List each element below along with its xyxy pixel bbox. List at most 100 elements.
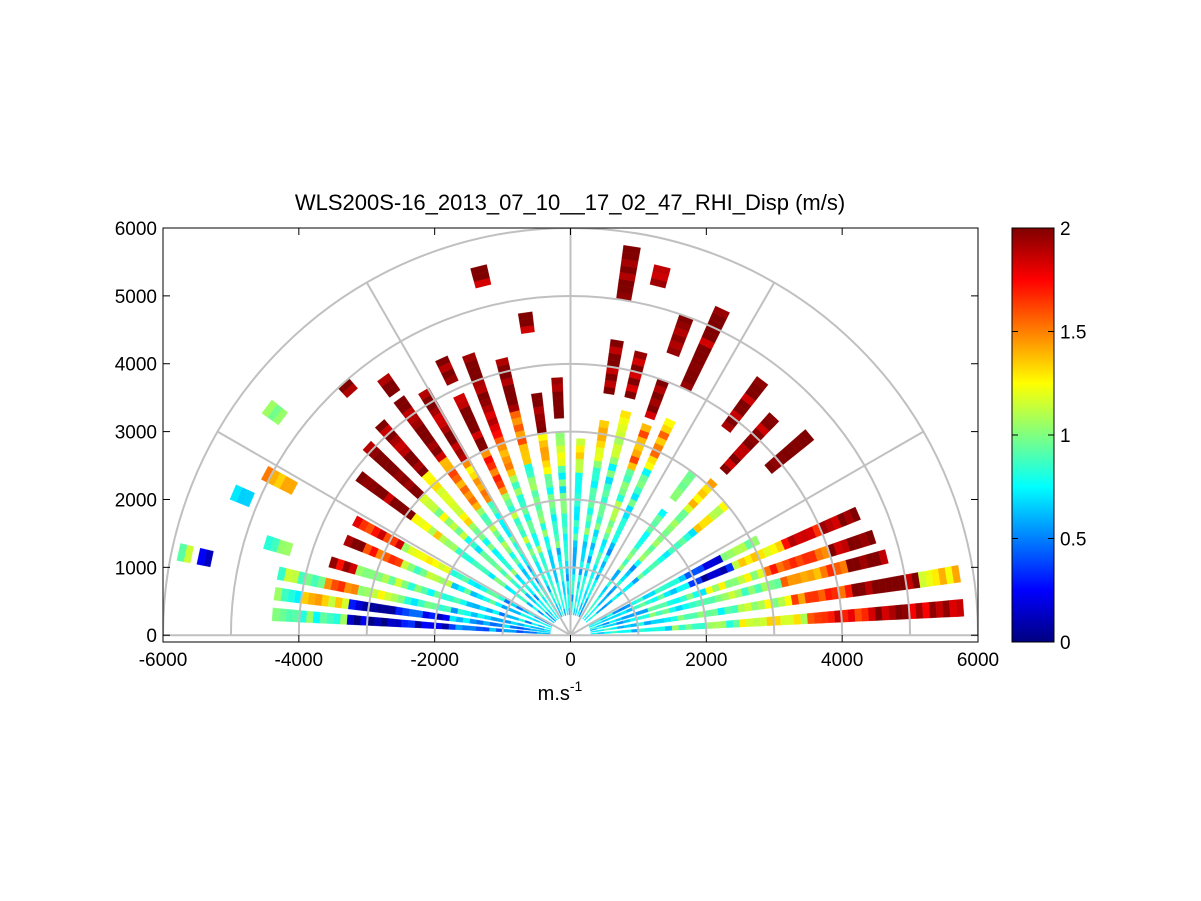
heatmap-cell-b12-c1-r1600 (585, 520, 592, 529)
heatmap-cell-b1-c1-r2200 (717, 607, 726, 616)
heatmap-cell-b14-c1-r2300 (558, 472, 566, 480)
heatmap-cell-b1-c1-r1800 (690, 612, 699, 619)
heatmap-cell-b28-c2-r2400 (401, 607, 410, 617)
heatmap-cell-b1-c1-r1600 (677, 614, 686, 621)
heatmap-cell-b13-c1-r1800 (574, 506, 581, 514)
colorbar-tick-label-1: 0.5 (1060, 530, 1086, 551)
heatmap-cell-b13-c0-r800 (572, 574, 576, 582)
heatmap-cell-b0-c0-r800 (624, 629, 632, 633)
heatmap-cell-b23-c4-r5500 (261, 399, 278, 418)
heatmap-cell-b24-c3-r3500 (351, 515, 364, 529)
heatmap-cell-b29-c0-r600 (522, 630, 531, 634)
heatmap-cell-b15-c1-r1400 (553, 533, 560, 542)
heatmap-cell-b12-c2-r3100 (598, 419, 610, 429)
heatmap-cell-b12-c1-r2400 (592, 466, 601, 476)
heatmap-cell-b29-c3-r2600 (387, 618, 395, 627)
x-tick-label-6: 6000 (957, 650, 999, 671)
heatmap-cell-b28-c5-r4300 (273, 587, 283, 602)
heatmap-cell-b15-c1-r1600 (551, 520, 558, 529)
heatmap-cell-b29-c1-r1300 (475, 626, 483, 632)
heatmap-cell-b15-c2-r2700 (539, 446, 550, 455)
colorbar-tick-label-0: 0 (1060, 633, 1071, 654)
heatmap-cell-b14-c3-r3700 (551, 377, 563, 385)
heatmap-cell-b28-c2-r2100 (421, 611, 430, 619)
heatmap-cell-b13-c0-r1100 (572, 553, 577, 561)
heatmap-cell-b1-c1-r2400 (730, 604, 739, 614)
heatmap-cell-b20-c3-r4200 (393, 395, 409, 409)
y-tick-label-4: 4000 (115, 355, 157, 376)
heatmap-cell-b16-c4-r5500 (470, 264, 489, 276)
heatmap-cell-b9-c3-r5200 (712, 305, 730, 319)
heatmap-cell-b0-c4-r5600 (949, 599, 958, 618)
heatmap-cell-b12-c4-r5700 (622, 245, 641, 255)
heatmap-cell-b16-c3-r4100 (495, 357, 510, 367)
heatmap-cell-b12-c1-r1700 (585, 514, 593, 522)
heatmap-cell-b27-c6-r5500 (196, 547, 208, 566)
heatmap-cell-b29-c3-r3200 (346, 614, 355, 625)
heatmap-cell-b13-c0-r700 (571, 580, 575, 588)
heatmap-cell-b1-c1-r2300 (724, 606, 733, 615)
heatmap-cell-b0-c2-r3400 (800, 613, 809, 625)
heatmap-cell-b0-c3-r4100 (847, 608, 856, 623)
heatmap-cell-b20-c4-r4600 (377, 372, 393, 387)
heatmap-cell-b0-c1-r2300 (725, 620, 734, 628)
heatmap-cell-b27-c5-r4300 (276, 566, 287, 581)
heatmap-cell-b15-c2-r2500 (541, 459, 551, 468)
heatmap-cell-b14-c3-r3500 (552, 390, 564, 399)
heatmap-cell-b0-c4-r4800 (894, 604, 904, 620)
heatmap-cell-b18-c3-r3800 (453, 392, 467, 405)
heatmap-cell-b0-c0-r1300 (658, 626, 666, 632)
y-tick-label-1: 1000 (115, 558, 157, 579)
heatmap-cell-b7-c3-r4300 (764, 412, 780, 427)
heatmap-cell-b15-c1-r1800 (549, 507, 557, 515)
x-tick-label-4: 2000 (685, 650, 727, 671)
heatmap-cell-b12-c1-r2200 (590, 480, 599, 489)
heatmap-cell-b0-c1-r2200 (719, 620, 727, 629)
heatmap-cell-b0-c0-r600 (610, 630, 619, 634)
heatmap-cell-b12-c3-r4300 (609, 339, 624, 349)
heatmap-cell-b29-c2-r2400 (400, 619, 409, 628)
heatmap-cell-b26-c5-r4600 (263, 535, 274, 551)
x-axis-label-base: m.s (538, 683, 570, 705)
x-axis-label-superscript: -1 (570, 678, 583, 694)
heatmap-cell-b0-c1-r1600 (678, 624, 686, 631)
heatmap-cell-b0-c0-r1100 (644, 627, 653, 632)
heatmap-cell-b0-c1-r1800 (692, 623, 700, 630)
heatmap-cell-b0-c2-r2600 (746, 618, 754, 627)
heatmap-cell-b12-c1-r1800 (586, 507, 594, 516)
heatmap-cell-b13-c1-r1700 (573, 512, 580, 521)
heatmap-cell-b29-c2-r2200 (414, 620, 422, 629)
heatmap-cell-b0-c4-r4600 (881, 605, 890, 621)
heatmap-cell-b14-c0-r1200 (563, 546, 569, 555)
x-tick-label-3: 0 (565, 650, 576, 671)
heatmap-cell-b0-c4-r5700 (955, 599, 965, 617)
heatmap-cell-b29-c4-r3300 (339, 613, 348, 625)
heatmap-cell-b0-c2-r2800 (759, 617, 768, 627)
x-axis-label: m.s-1 (538, 678, 583, 705)
heatmap-cell-b0-c4-r5500 (942, 600, 951, 618)
heatmap-cell-b15-c3-r3500 (531, 392, 543, 401)
heatmap-cell-b28-c2-r2300 (408, 608, 417, 618)
heatmap-cell-b12-c1-r2500 (593, 460, 603, 469)
heatmap-cell-b11-c4-r5500 (652, 264, 671, 276)
chart-title: WLS200S-16_2013_07_10__17_02_47_RHI_Disp… (295, 190, 845, 215)
heatmap-cell-b17-c4-r4300 (462, 352, 477, 364)
heatmap-cell-b14-c1-r1700 (561, 512, 568, 521)
heatmap-cell-b0-c2-r3100 (780, 615, 788, 626)
heatmap-cell-b15-c1-r1700 (550, 513, 558, 522)
heatmap-cell-b13-c1-r1400 (573, 533, 579, 541)
heatmap-cell-b0-c3-r3600 (813, 612, 822, 624)
spoke-150 (217, 430, 571, 637)
heatmap-cell-b3-c4-r4600 (865, 529, 877, 546)
y-tick-label-5: 5000 (115, 287, 157, 308)
heatmap-cell-b29-c3-r2800 (373, 617, 382, 627)
heatmap-cell-b15-c1-r1500 (552, 527, 559, 535)
heatmap-cell-b0-c3-r4200 (854, 608, 863, 622)
heatmap-cell-b29-c1-r1700 (448, 623, 456, 630)
heatmap-cell-b13-c1-r2300 (575, 472, 583, 480)
heatmap-cell-b0-c4-r5200 (922, 602, 931, 619)
heatmap-cell-b28-c1-r1600 (455, 616, 464, 623)
heatmap-cell-b14-c1-r2100 (559, 485, 567, 494)
heatmap-cell-b13-c2-r2700 (575, 445, 585, 453)
heatmap-cell-b23-c3-r3800 (355, 471, 369, 485)
